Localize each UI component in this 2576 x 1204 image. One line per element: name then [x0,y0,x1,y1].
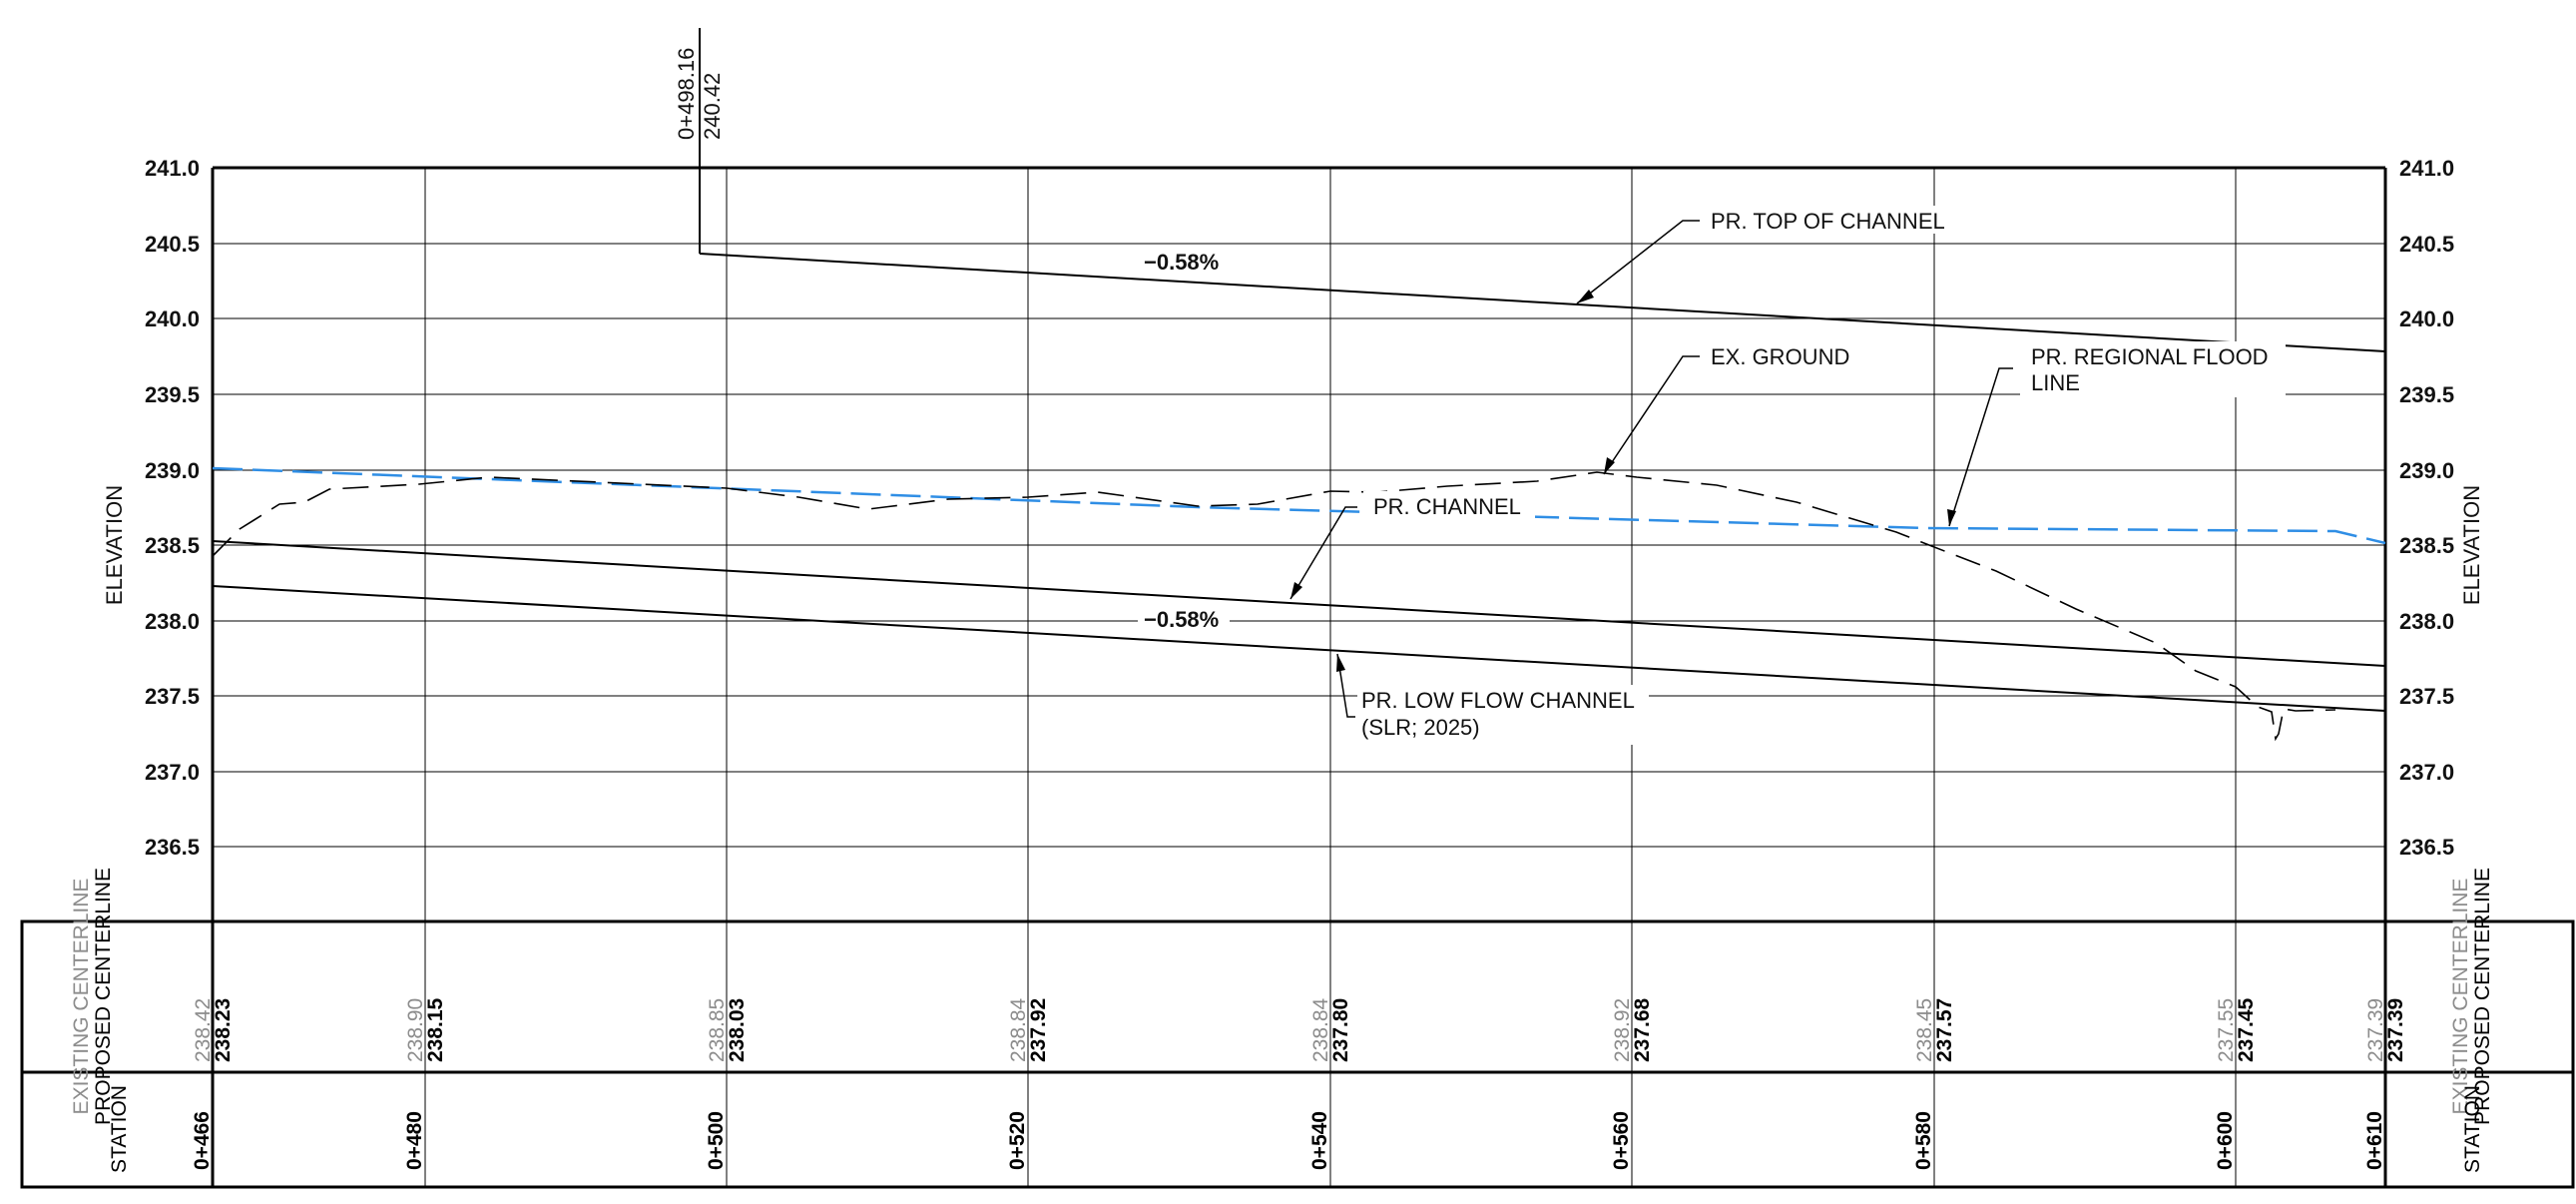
callout-ex-ground: EX. GROUND [1711,344,1849,369]
callout-leaders [1289,220,2013,718]
proposed-elev-value: 238.03 [726,998,749,1062]
station-value: 0+580 [1912,1111,1935,1170]
channel-line [212,540,2386,667]
elev-tick-label: 239.5 [145,382,200,407]
proposed-elev-value: 237.45 [2235,997,2258,1062]
slope-label-mask [1138,604,1230,632]
elevation-labels-left: 241.0 240.5 240.0 239.5 239.0 238.5 238.… [145,156,200,860]
station-grid [424,168,2237,1188]
proposed-elev-value: 237.68 [1631,997,1654,1062]
elev-tick-label: 239.5 [2399,382,2454,407]
elevation-axis-title-right: ELEVATION [2459,485,2484,605]
elev-tick-label: 240.5 [2399,232,2454,257]
plot-frame [211,166,2387,1188]
elev-tick-label: 240.0 [2399,306,2454,331]
table-column: 238.84 237.92 0+520 [1006,997,1050,1170]
channel-slope-label: −0.58% [1144,607,1219,632]
station-value: 0+610 [2363,1111,2386,1170]
proposed-centerline-label: PROPOSED CENTERLINE [2471,868,2494,1125]
proposed-elev-value: 237.92 [1027,998,1050,1062]
existing-elev-value: 237.39 [2364,998,2387,1062]
callout-low-flow-2: (SLR; 2025) [1361,715,1480,740]
existing-ground-line [212,471,2336,742]
callout-channel: PR. CHANNEL [1373,494,1521,519]
top-slope-label: −0.58% [1144,250,1219,275]
station-row-label: STATION [2461,1085,2484,1173]
station-row-label: STATION [108,1085,131,1173]
callout-top-of-channel: PR. TOP OF CHANNEL [1711,209,1945,234]
proposed-elev-value: 238.15 [424,997,447,1062]
marker-elevation-text: 240.42 [700,73,725,140]
elev-tick-label: 236.5 [2399,835,2454,860]
elev-tick-label: 239.0 [145,458,200,483]
proposed-elev-value: 237.57 [1933,998,1956,1062]
station-value: 0+560 [1610,1111,1633,1170]
existing-elev-value: 238.84 [1309,997,1332,1062]
existing-elev-value: 238.42 [192,998,215,1062]
proposed-elev-value: 237.80 [1329,998,1352,1062]
station-value: 0+480 [403,1111,426,1170]
low-flow-channel-line [212,585,2386,712]
elev-tick-label: 240.5 [145,232,200,257]
existing-centerline-label: EXISTING CENTERLINE [70,879,93,1115]
elev-tick-label: 236.5 [145,835,200,860]
existing-elev-value: 238.84 [1007,997,1030,1062]
data-table-frame [20,919,2575,1189]
proposed-centerline-label: PROPOSED CENTERLINE [92,868,115,1125]
callout-arrowheads [1290,290,1956,672]
elev-tick-label: 237.5 [2399,684,2454,709]
elev-tick-label: 240.0 [145,306,200,331]
elev-tick-label: 237.5 [145,684,200,709]
callout-flood-line-1: PR. REGIONAL FLOOD [2031,344,2269,369]
table-column: 238.42 238.23 0+466 [191,998,235,1170]
existing-elev-value: 237.55 [2215,998,2238,1062]
elevation-grid [213,243,2385,848]
elev-tick-label: 241.0 [145,156,200,181]
existing-elev-value: 238.45 [1913,998,1936,1062]
callout-flood-line-2: LINE [2031,370,2080,395]
existing-elev-value: 238.92 [1611,998,1634,1062]
elev-tick-label: 241.0 [2399,156,2454,181]
table-column: 237.55 237.45 0+600 [2214,997,2258,1170]
marker-station-text: 0+498.16 [674,48,699,140]
proposed-elev-value: 238.23 [212,998,235,1062]
elevation-axis-title-left: ELEVATION [102,485,127,605]
station-value: 0+600 [2214,1111,2237,1170]
elev-tick-label: 238.5 [2399,533,2454,558]
elevation-labels-right: 241.0 240.5 240.0 239.5 239.0 238.5 238.… [2399,156,2454,860]
table-column: 238.90 238.15 0+480 [403,997,447,1170]
proposed-elev-value: 237.39 [2384,998,2407,1062]
existing-elev-value: 238.85 [706,998,729,1062]
regional-flood-line [212,466,2386,545]
existing-elev-value: 238.90 [404,998,427,1062]
top-of-channel-line [699,253,2386,352]
elev-tick-label: 238.0 [2399,609,2454,634]
table-row-labels: EXISTING CENTERLINE PROPOSED CENTERLINE … [70,868,2494,1173]
table-column: 238.85 238.03 0+500 [705,998,749,1170]
station-value: 0+520 [1006,1111,1029,1170]
callout-texts: PR. TOP OF CHANNEL EX. GROUND PR. REGION… [1357,206,2286,745]
elev-tick-label: 238.0 [145,609,200,634]
table-column: 238.45 237.57 0+580 [1912,998,1956,1170]
station-marker: 0+498.16 240.42 [674,28,725,254]
table-column: 238.84 237.80 0+540 [1308,997,1352,1170]
existing-centerline-label: EXISTING CENTERLINE [2449,879,2472,1115]
callout-low-flow-1: PR. LOW FLOW CHANNEL [1361,688,1635,713]
station-value: 0+540 [1308,1111,1331,1170]
elev-tick-label: 237.0 [2399,760,2454,785]
elev-tick-label: 237.0 [145,760,200,785]
station-value: 0+466 [191,1111,214,1170]
table-column: 238.92 237.68 0+560 [1610,997,1654,1170]
station-value: 0+500 [705,1111,728,1170]
elev-tick-label: 239.0 [2399,458,2454,483]
table-column: 237.39 237.39 0+610 [2363,998,2407,1170]
profile-lines [212,253,2386,742]
elev-tick-label: 238.5 [145,533,200,558]
table-columns: 238.42 238.23 0+466 238.90 238.15 0+480 … [191,997,2407,1170]
